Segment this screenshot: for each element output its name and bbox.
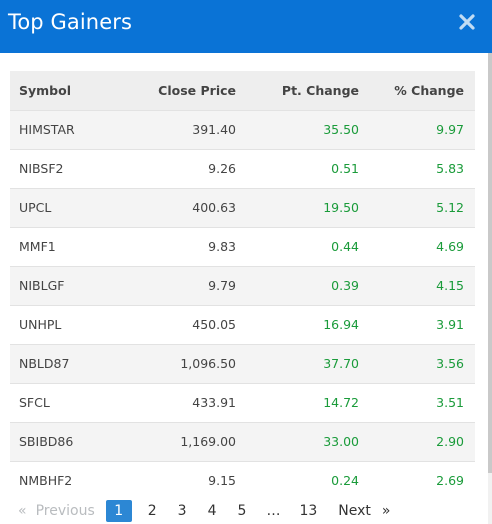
pct-change-cell: 3.51	[436, 395, 464, 410]
page-link-13[interactable]: 13	[299, 503, 318, 519]
previous-page-link: Previous	[35, 503, 95, 519]
page-link-3[interactable]: 3	[177, 503, 187, 519]
symbol-cell[interactable]: SBIBD86	[19, 434, 74, 449]
pct-change-cell: 5.12	[436, 200, 464, 215]
table-row[interactable]: MMF1 9.83 0.44 4.69	[10, 227, 475, 266]
pagination: « Previous 1 2 3 4 5 … 13 Next »	[10, 498, 390, 524]
pct-change-cell: 2.90	[436, 434, 464, 449]
symbol-cell[interactable]: SFCL	[19, 395, 50, 410]
close-icon[interactable]	[458, 13, 476, 31]
table-row[interactable]: SFCL 433.91 14.72 3.51	[10, 383, 475, 422]
pct-change-cell: 3.56	[436, 356, 464, 371]
pt-change-cell: 33.00	[323, 434, 359, 449]
pct-change-cell: 5.83	[436, 161, 464, 176]
pt-change-cell: 0.44	[331, 239, 359, 254]
symbol-cell[interactable]: HIMSTAR	[19, 122, 75, 137]
table-row[interactable]: NBLD87 1,096.50 37.70 3.56	[10, 344, 475, 383]
page-link-4[interactable]: 4	[207, 503, 217, 519]
close-price-cell: 1,169.00	[180, 434, 236, 449]
close-price-cell: 9.26	[208, 161, 236, 176]
table-body: HIMSTAR 391.40 35.50 9.97 NIBSF2 9.26 0.51 5.83…	[10, 110, 475, 500]
page-ellipsis: …	[266, 503, 281, 519]
table-row[interactable]: HIMSTAR 391.40 35.50 9.97	[10, 110, 475, 149]
close-price-cell: 450.05	[192, 317, 236, 332]
pt-change-cell: 14.72	[323, 395, 359, 410]
close-price-cell: 9.15	[208, 473, 236, 489]
close-price-cell: 391.40	[192, 122, 236, 137]
pct-change-cell: 2.69	[436, 473, 464, 489]
symbol-cell[interactable]: UNHPL	[19, 317, 62, 332]
symbol-cell[interactable]: UPCL	[19, 200, 52, 215]
column-header-pct-change[interactable]: % Change	[394, 82, 464, 98]
symbol-cell[interactable]: NIBLGF	[19, 278, 65, 293]
pct-change-cell: 4.15	[436, 278, 464, 293]
scrollbar-thumb[interactable]	[488, 53, 492, 473]
column-header-close-price[interactable]: Close Price	[158, 82, 236, 98]
table-row[interactable]: UPCL 400.63 19.50 5.12	[10, 188, 475, 227]
pt-change-cell: 19.50	[323, 200, 359, 215]
pt-change-cell: 0.39	[331, 278, 359, 293]
pct-change-cell: 9.97	[436, 122, 464, 137]
page-link-2[interactable]: 2	[147, 503, 157, 519]
symbol-cell[interactable]: NBLD87	[19, 356, 70, 371]
table-header-row: Symbol Close Price Pt. Change % Change	[10, 71, 475, 110]
pct-change-cell: 4.69	[436, 239, 464, 254]
close-price-cell: 400.63	[192, 200, 236, 215]
table-row[interactable]: NIBLGF 9.79 0.39 4.15	[10, 266, 475, 305]
next-page-link[interactable]: Next	[338, 503, 371, 519]
modal-header: Top Gainers	[0, 0, 492, 53]
symbol-cell[interactable]: MMF1	[19, 239, 56, 254]
table-row[interactable]: UNHPL 450.05 16.94 3.91	[10, 305, 475, 344]
close-price-cell: 9.79	[208, 278, 236, 293]
scrollbar[interactable]	[488, 53, 492, 524]
table-row[interactable]: NIBSF2 9.26 0.51 5.83	[10, 149, 475, 188]
page-link-1[interactable]: 1	[105, 500, 132, 522]
close-price-cell: 1,096.50	[180, 356, 236, 371]
column-header-symbol[interactable]: Symbol	[19, 82, 71, 98]
next-arrow-icon[interactable]: »	[381, 503, 391, 519]
pt-change-cell: 0.51	[331, 161, 359, 176]
close-price-cell: 9.83	[208, 239, 236, 254]
table-row[interactable]: NMBHF2 9.15 0.24 2.69	[10, 461, 475, 500]
pt-change-cell: 37.70	[323, 356, 359, 371]
column-header-pt-change[interactable]: Pt. Change	[281, 82, 359, 98]
modal-title: Top Gainers	[8, 10, 132, 34]
pt-change-cell: 35.50	[323, 122, 359, 137]
pct-change-cell: 3.91	[436, 317, 464, 332]
gainers-table: Symbol Close Price Pt. Change % Change H…	[10, 71, 475, 500]
table-row[interactable]: SBIBD86 1,169.00 33.00 2.90	[10, 422, 475, 461]
symbol-cell[interactable]: NIBSF2	[19, 161, 64, 176]
symbol-cell[interactable]: NMBHF2	[19, 473, 73, 489]
previous-arrow-icon: «	[18, 503, 27, 519]
page-link-5[interactable]: 5	[237, 503, 247, 519]
close-price-cell: 433.91	[192, 395, 236, 410]
pt-change-cell: 16.94	[323, 317, 359, 332]
pt-change-cell: 0.24	[331, 473, 359, 489]
